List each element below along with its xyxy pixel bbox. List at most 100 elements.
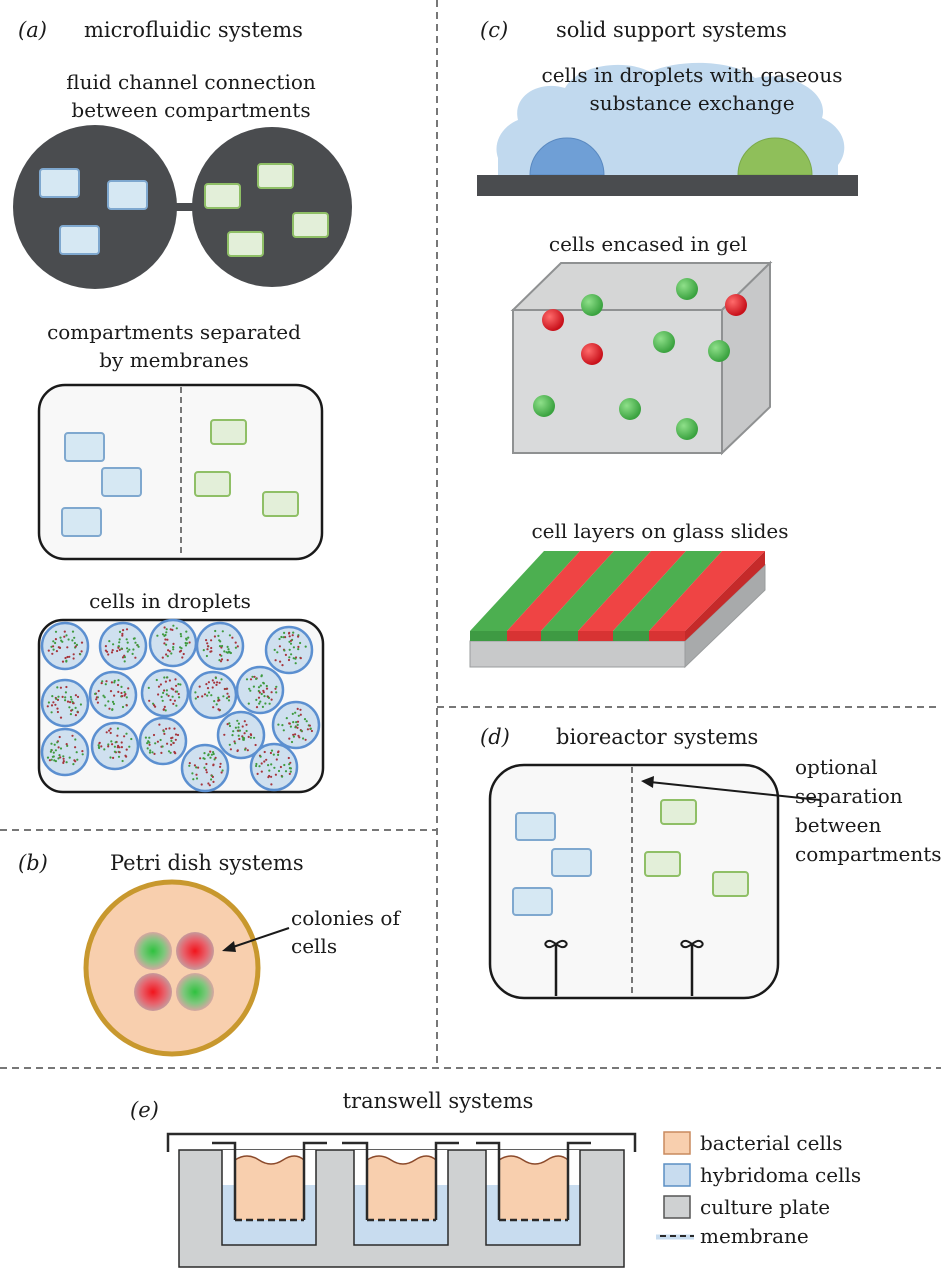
- droplet-speck: [273, 766, 276, 769]
- droplet-speck: [297, 714, 300, 717]
- droplet-speck: [179, 683, 182, 686]
- droplet-speck: [120, 691, 123, 695]
- droplet-speck: [169, 628, 172, 631]
- droplet-speck: [214, 676, 217, 680]
- insert-3: [476, 1141, 591, 1222]
- droplet-speck: [104, 683, 107, 686]
- droplet-speck: [288, 648, 291, 651]
- droplet-speck: [162, 691, 165, 695]
- droplet-speck: [219, 640, 222, 643]
- droplet-speck: [253, 736, 256, 739]
- droplet-speck: [107, 700, 110, 703]
- panel-d: (d) bioreactor systems option: [480, 725, 941, 1000]
- droplet-speck: [118, 641, 121, 644]
- droplet-speck: [50, 748, 53, 752]
- droplet-speck: [292, 646, 295, 649]
- droplet-speck: [188, 641, 191, 644]
- stirrer-left: [544, 939, 568, 996]
- droplet-speck: [245, 729, 248, 733]
- panel-a-sub2-line2: by membranes: [99, 348, 249, 372]
- droplet-speck: [237, 726, 240, 729]
- droplet-speck: [229, 651, 232, 655]
- droplet-speck: [226, 723, 229, 726]
- droplet-speck: [167, 649, 170, 652]
- droplet-speck: [154, 742, 157, 745]
- droplet-speck: [110, 651, 114, 654]
- droplet-speck: [287, 756, 290, 760]
- panel-d-callout-line1: optional: [795, 755, 878, 779]
- droplet-speck: [214, 629, 217, 633]
- droplet-speck: [179, 632, 182, 636]
- droplet-speck: [191, 772, 194, 775]
- droplet-speck: [113, 745, 116, 748]
- droplet-speck: [68, 706, 71, 709]
- droplet-speck: [270, 691, 273, 694]
- droplet-speck: [74, 760, 77, 763]
- droplet-speck: [290, 740, 294, 744]
- droplet-speck: [81, 753, 84, 756]
- droplet-speck: [152, 733, 156, 737]
- droplet-speck: [205, 654, 208, 658]
- droplet-speck: [255, 677, 258, 681]
- droplet-speck: [236, 719, 239, 722]
- droplet-speck: [182, 652, 185, 656]
- droplet-speck: [289, 770, 292, 773]
- droplet-speck: [127, 687, 130, 690]
- droplet-speck: [69, 713, 72, 716]
- droplet-speck: [79, 703, 82, 706]
- droplet-speck: [279, 765, 282, 769]
- droplet-speck: [265, 687, 269, 690]
- droplet-speck: [247, 735, 250, 739]
- droplet-speck: [219, 660, 223, 663]
- droplet-speck: [205, 683, 208, 686]
- droplet-speck: [288, 631, 291, 635]
- droplet-speck: [166, 742, 169, 745]
- droplet-speck: [120, 741, 123, 744]
- droplet-speck: [294, 733, 297, 736]
- gaseous-droplets-diagram: cells in droplets with gaseous substance…: [477, 62, 858, 196]
- insert-1: [212, 1141, 327, 1222]
- droplet-speck: [65, 685, 68, 689]
- droplet: [188, 670, 238, 720]
- droplet-speck: [161, 699, 164, 702]
- droplet-speck: [249, 689, 252, 692]
- droplet-speck: [288, 772, 291, 776]
- droplet-speck: [272, 753, 275, 756]
- droplet-speck: [121, 632, 124, 636]
- droplet-speck: [97, 689, 100, 693]
- droplet-speck: [196, 695, 199, 699]
- droplet-speck: [111, 708, 114, 712]
- droplet-speck: [295, 721, 298, 724]
- droplet-speck: [57, 646, 60, 649]
- droplet-speck: [51, 695, 54, 698]
- droplet-speck: [95, 698, 98, 701]
- droplet-speck: [62, 755, 65, 758]
- droplet-speck: [172, 741, 175, 745]
- droplet-speck: [292, 721, 295, 724]
- droplet-speck: [172, 648, 175, 651]
- droplet-speck: [232, 730, 235, 733]
- droplet-speck: [72, 763, 75, 766]
- droplet-speck: [61, 695, 64, 699]
- droplet-speck: [254, 743, 257, 747]
- droplet-speck: [54, 630, 58, 633]
- droplet-speck: [75, 643, 79, 647]
- droplet-speck: [217, 634, 220, 638]
- droplet-speck: [276, 651, 279, 654]
- droplet-speck: [175, 684, 178, 687]
- droplet-speck: [176, 690, 179, 693]
- panel-e-label: (e): [130, 1098, 159, 1122]
- droplet-speck: [258, 765, 261, 768]
- droplet-speck: [280, 635, 283, 639]
- panel-c-sub1-line1: cells in droplets with gaseous: [542, 63, 843, 87]
- droplet-speck: [296, 720, 300, 723]
- droplet-speck: [109, 756, 112, 759]
- droplet-speck: [111, 743, 114, 746]
- droplet-speck: [220, 658, 224, 661]
- droplet-speck: [281, 775, 284, 778]
- droplet-speck: [294, 726, 297, 729]
- droplet-speck: [50, 742, 53, 745]
- droplet-speck: [223, 687, 226, 691]
- droplet-speck: [109, 727, 112, 730]
- droplet-speck: [76, 711, 79, 714]
